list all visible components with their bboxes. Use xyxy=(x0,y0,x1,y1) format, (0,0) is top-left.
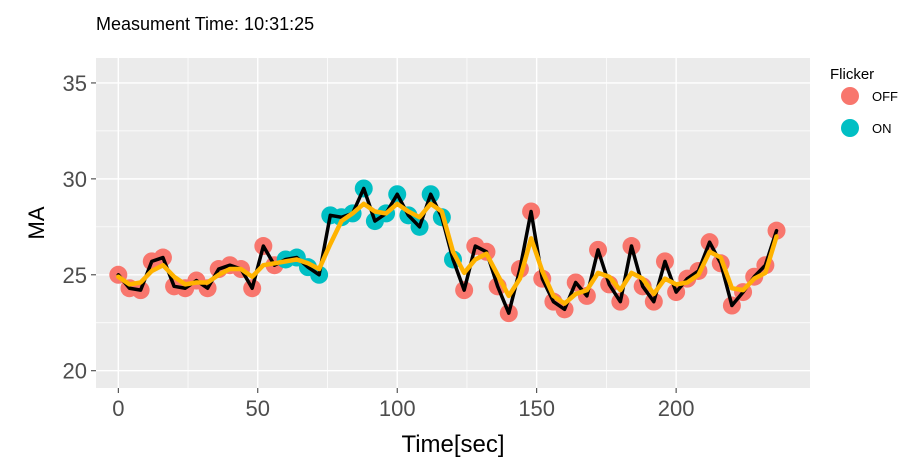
legend-label-off: OFF xyxy=(872,89,898,104)
plot-background xyxy=(96,58,810,388)
legend-title: Flicker xyxy=(830,66,874,83)
y-tick-label: 30 xyxy=(63,167,87,192)
series-line-orange xyxy=(116,201,779,306)
y-tick-label: 35 xyxy=(63,71,87,96)
y-tick-label: 20 xyxy=(63,359,87,384)
x-tick-label: 150 xyxy=(518,396,555,421)
line-layer xyxy=(116,186,779,315)
legend-key-on xyxy=(841,119,859,137)
x-tick-label: 100 xyxy=(379,396,416,421)
x-tick-label: 0 xyxy=(112,396,124,421)
grid-minor xyxy=(96,58,810,388)
y-axis-ticks: 20 25 30 35 xyxy=(63,71,96,384)
legend-entries: OFF ON xyxy=(841,87,898,137)
legend-label-on: ON xyxy=(872,121,892,136)
y-axis-title: MA xyxy=(24,206,49,239)
x-axis-title: Time[sec] xyxy=(401,431,504,458)
legend: Flicker OFF ON xyxy=(830,66,898,137)
x-axis-ticks: 0 50 100 150 200 xyxy=(112,388,694,421)
y-tick-label: 25 xyxy=(63,263,87,288)
chart-title: Measument Time: 10:31:25 xyxy=(96,14,314,34)
x-tick-label: 200 xyxy=(658,396,695,421)
legend-key-off xyxy=(841,87,859,105)
x-tick-label: 50 xyxy=(246,396,270,421)
